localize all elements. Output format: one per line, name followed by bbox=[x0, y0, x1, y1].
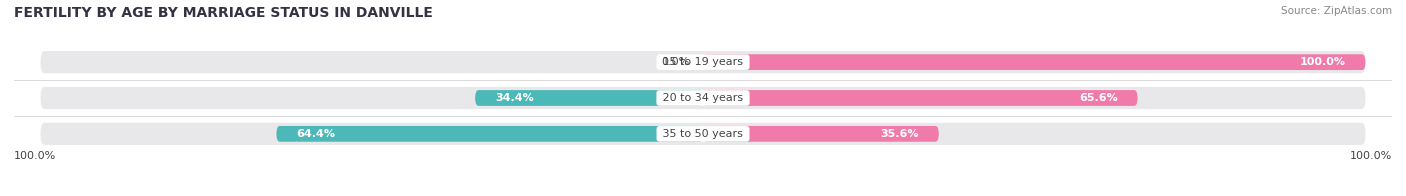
FancyBboxPatch shape bbox=[703, 54, 1365, 70]
FancyBboxPatch shape bbox=[703, 126, 939, 142]
Text: 64.4%: 64.4% bbox=[297, 129, 335, 139]
FancyBboxPatch shape bbox=[41, 51, 1365, 73]
FancyBboxPatch shape bbox=[41, 123, 1365, 145]
Text: 65.6%: 65.6% bbox=[1078, 93, 1118, 103]
Text: 34.4%: 34.4% bbox=[495, 93, 534, 103]
Text: 35 to 50 years: 35 to 50 years bbox=[659, 129, 747, 139]
FancyBboxPatch shape bbox=[475, 90, 703, 106]
Text: 100.0%: 100.0% bbox=[14, 151, 56, 161]
Text: 35.6%: 35.6% bbox=[880, 129, 920, 139]
Text: 15 to 19 years: 15 to 19 years bbox=[659, 57, 747, 67]
Text: 0.0%: 0.0% bbox=[661, 57, 690, 67]
Text: FERTILITY BY AGE BY MARRIAGE STATUS IN DANVILLE: FERTILITY BY AGE BY MARRIAGE STATUS IN D… bbox=[14, 6, 433, 20]
Text: 100.0%: 100.0% bbox=[1299, 57, 1346, 67]
Text: 20 to 34 years: 20 to 34 years bbox=[659, 93, 747, 103]
Text: 100.0%: 100.0% bbox=[1350, 151, 1392, 161]
Text: Source: ZipAtlas.com: Source: ZipAtlas.com bbox=[1281, 6, 1392, 16]
FancyBboxPatch shape bbox=[277, 126, 703, 142]
FancyBboxPatch shape bbox=[41, 87, 1365, 109]
FancyBboxPatch shape bbox=[703, 90, 1137, 106]
